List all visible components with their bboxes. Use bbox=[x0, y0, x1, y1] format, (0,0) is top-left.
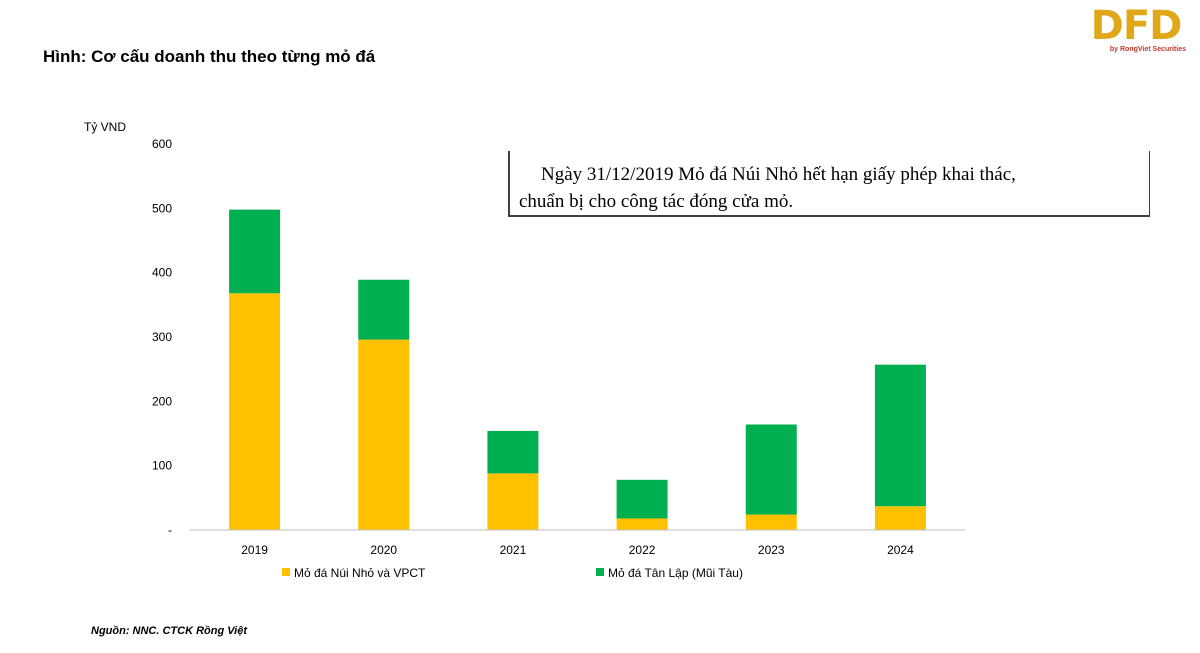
bar-nui-nho-vpct bbox=[745, 514, 797, 530]
bar-tan-lap bbox=[229, 209, 281, 294]
y-tick-label: 300 bbox=[152, 330, 172, 344]
annotation-line-2: chuẩn bị cho công tác đóng cửa mỏ. bbox=[519, 191, 794, 212]
legend-label: Mỏ đá Núi Nhỏ và VPCT bbox=[294, 566, 426, 580]
logo-mark: DFD bbox=[1090, 3, 1183, 49]
y-tick-label: 100 bbox=[152, 459, 172, 473]
bar-nui-nho-vpct bbox=[487, 473, 539, 530]
bar-tan-lap bbox=[487, 430, 539, 474]
y-tick-label: - bbox=[168, 523, 172, 537]
logo-subtext: by RongViet Securities bbox=[1109, 46, 1186, 53]
x-tick-label: 2023 bbox=[758, 543, 785, 557]
bar-nui-nho-vpct bbox=[358, 339, 410, 530]
bar-tan-lap bbox=[616, 479, 668, 519]
annotation-line-1: Ngày 31/12/2019 Mỏ đá Núi Nhỏ hết hạn gi… bbox=[541, 164, 1016, 185]
figure-title: Hình: Cơ cấu doanh thu theo từng mỏ đá bbox=[43, 47, 376, 66]
bar-tan-lap bbox=[745, 424, 797, 515]
y-axis-label: Tỷ VND bbox=[84, 120, 126, 134]
x-tick-label: 2019 bbox=[241, 543, 268, 557]
dfd-logo: DFD by RongViet Securities bbox=[1086, 4, 1186, 60]
y-tick-label: 600 bbox=[152, 137, 172, 151]
legend-label: Mỏ đá Tân Lập (Mũi Tàu) bbox=[608, 566, 743, 580]
x-tick-label: 2021 bbox=[500, 543, 527, 557]
x-tick-label: 2024 bbox=[887, 543, 914, 557]
bar-nui-nho-vpct bbox=[874, 506, 926, 530]
legend-swatch bbox=[596, 568, 604, 576]
y-tick-label: 400 bbox=[152, 266, 172, 280]
bar-nui-nho-vpct bbox=[229, 293, 281, 530]
bar-tan-lap bbox=[358, 279, 410, 340]
x-tick-label: 2020 bbox=[370, 543, 397, 557]
source-note: Nguồn: NNC. CTCK Rồng Việt bbox=[91, 625, 248, 637]
x-tick-label: 2022 bbox=[629, 543, 656, 557]
y-tick-label: 500 bbox=[152, 201, 172, 215]
y-tick-label: 200 bbox=[152, 394, 172, 408]
bar-tan-lap bbox=[874, 364, 926, 507]
legend-swatch bbox=[282, 568, 290, 576]
bar-nui-nho-vpct bbox=[616, 518, 668, 530]
annotation-box: Ngày 31/12/2019 Mỏ đá Núi Nhỏ hết hạn gi… bbox=[508, 151, 1150, 217]
